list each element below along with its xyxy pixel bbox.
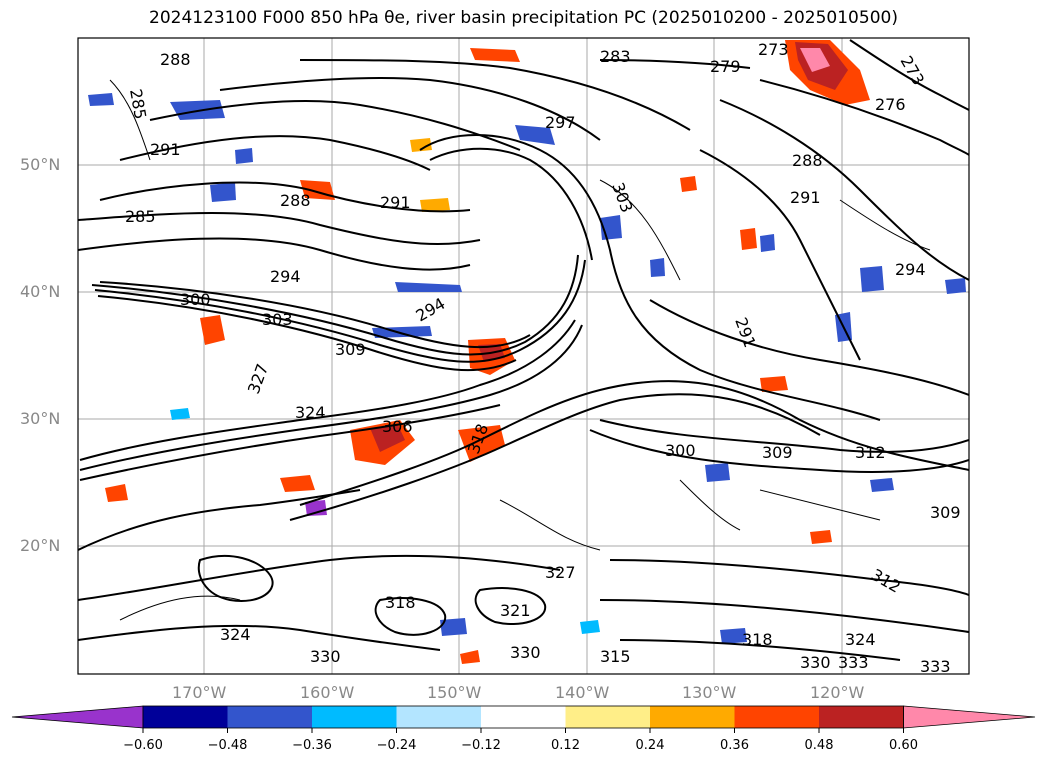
lat-tick-40n: 40°N [20, 282, 61, 301]
contour-label: 288 [280, 191, 311, 210]
contour-label: 330 [800, 653, 831, 672]
colorbar-segment [312, 706, 397, 728]
contour-label: 309 [335, 340, 366, 359]
colorbar-extend-low [11, 705, 144, 729]
colorbar [11, 705, 1036, 733]
contour-label: 330 [310, 647, 341, 666]
contour-label: 324 [295, 403, 326, 422]
colorbar-tick-label: −0.24 [376, 738, 417, 753]
colorbar-segment [734, 706, 820, 728]
colorbar-segment [227, 706, 313, 728]
colorbar-segment [650, 706, 735, 728]
contour-label: 315 [600, 647, 631, 666]
lon-tick-140w: 140°W [555, 683, 610, 702]
map-title: 2024123100 F000 850 hPa θe, river basin … [149, 8, 898, 28]
contour-label: 318 [742, 630, 773, 649]
contour-label: 333 [920, 657, 951, 676]
colorbar-tick-label: 0.24 [635, 738, 665, 753]
contour-label: 324 [220, 625, 251, 644]
map-frame [77, 37, 970, 675]
contour-label: 306 [382, 417, 413, 436]
theta-e-contours [78, 39, 969, 661]
colorbar-tick-label: −0.60 [123, 738, 163, 753]
contour-label: 285 [125, 207, 156, 226]
contour-label: 324 [845, 630, 876, 649]
colorbar-tick-label: 0.60 [889, 738, 918, 753]
contour-label: 318 [385, 593, 416, 612]
colorbar-tick-label: 0.12 [551, 738, 580, 753]
contour-label: 291 [790, 188, 821, 207]
contour-label: 291 [380, 193, 411, 212]
contour-label: 309 [930, 503, 961, 522]
contour-label: 291 [150, 140, 181, 159]
theta-e-contours-thin [109, 79, 931, 621]
colorbar-tick-label: −0.36 [292, 738, 332, 753]
colorbar-tick-label: 0.48 [804, 738, 834, 753]
colorbar-segment [143, 706, 228, 728]
contour-label: 279 [710, 57, 741, 76]
colorbar-tick-label: 0.36 [720, 738, 749, 753]
contour-label: 303 [262, 310, 293, 329]
colorbar-extend-high [903, 705, 1036, 729]
contour-label: 327 [545, 563, 576, 582]
colorbar-segment [481, 706, 566, 728]
contour-label: 309 [762, 443, 793, 462]
colorbar-segment [565, 706, 651, 728]
contour-label: 300 [665, 441, 696, 460]
colorbar-segment [819, 706, 904, 728]
contour-label: 283 [600, 47, 631, 66]
lon-tick-160w: 160°W [300, 683, 355, 702]
contour-label: 333 [838, 653, 869, 672]
lon-tick-130w: 130°W [682, 683, 737, 702]
contour-label: 312 [855, 443, 886, 462]
colorbar-segment [396, 706, 482, 728]
contour-label: 273 [758, 40, 789, 59]
contour-label: 330 [510, 643, 541, 662]
lon-tick-120w: 120°W [810, 683, 865, 702]
contour-label: 321 [500, 601, 531, 620]
lon-tick-150w: 150°W [427, 683, 482, 702]
contour-label: 276 [875, 95, 906, 114]
contour-label: 288 [160, 50, 191, 69]
precip-shading [88, 40, 966, 664]
lat-tick-20n: 20°N [20, 536, 61, 555]
contour-label: 294 [895, 260, 926, 279]
lon-tick-170w: 170°W [172, 683, 227, 702]
colorbar-tick-label: −0.12 [461, 738, 501, 753]
colorbar-outline [142, 705, 904, 729]
colorbar-tick-label: −0.48 [207, 738, 248, 753]
lat-tick-30n: 30°N [20, 409, 61, 428]
contour-label: 294 [270, 267, 301, 286]
contour-label: 300 [180, 290, 211, 309]
contour-label: 297 [545, 113, 576, 132]
lat-tick-50n: 50°N [20, 155, 61, 174]
contour-label: 288 [792, 151, 823, 170]
